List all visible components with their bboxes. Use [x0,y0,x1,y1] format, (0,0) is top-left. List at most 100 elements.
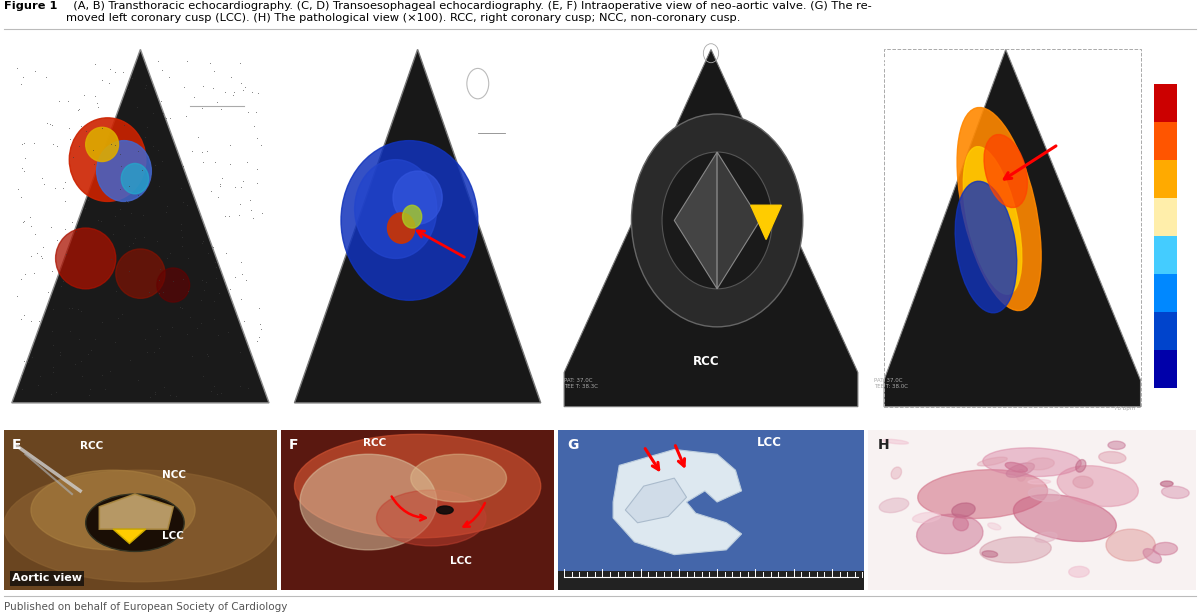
Text: LCC: LCC [742,77,767,90]
Ellipse shape [1016,470,1026,481]
Text: NCC: NCC [162,470,186,480]
Bar [1153,159,1177,197]
Ellipse shape [85,128,119,162]
Ellipse shape [980,537,1051,563]
Ellipse shape [1034,532,1057,543]
Ellipse shape [294,435,541,538]
Ellipse shape [964,147,1022,294]
Text: PAT: 37.0C
TEE T: 38.0C: PAT: 37.0C TEE T: 38.0C [874,378,908,389]
Text: Figure 1: Figure 1 [4,1,56,11]
Ellipse shape [984,134,1027,208]
Polygon shape [113,529,146,544]
Ellipse shape [388,213,415,243]
Ellipse shape [988,523,1001,530]
Text: NCC: NCC [601,172,629,185]
Text: 43
-43: 43 -43 [1180,66,1187,77]
Text: B: B [289,57,300,71]
Ellipse shape [1073,476,1093,488]
Text: A: A [12,57,23,71]
Text: G: G [568,438,578,452]
Ellipse shape [1028,488,1060,501]
Text: RCC: RCC [80,441,103,451]
Ellipse shape [1057,466,1139,506]
Ellipse shape [982,550,997,557]
Bar [1153,349,1177,387]
Ellipse shape [1007,463,1034,478]
Ellipse shape [952,503,976,517]
Text: H: H [877,438,889,452]
Ellipse shape [912,512,941,523]
Ellipse shape [410,454,506,502]
Ellipse shape [1106,529,1156,561]
Ellipse shape [880,498,908,512]
Polygon shape [751,205,781,240]
Ellipse shape [892,467,901,479]
Ellipse shape [97,140,151,202]
Ellipse shape [977,457,1007,466]
Text: LCC: LCC [450,556,473,566]
Ellipse shape [341,140,478,300]
Ellipse shape [377,490,486,546]
Polygon shape [625,478,686,523]
Polygon shape [564,50,858,406]
Ellipse shape [1069,566,1090,577]
Ellipse shape [1028,479,1050,484]
Ellipse shape [983,448,1081,476]
Circle shape [662,152,773,289]
Text: Published on behalf of European Society of Cardiology: Published on behalf of European Society … [4,602,287,612]
Bar [1153,311,1177,349]
Text: PAT: 37.0C
TEE T: 38.3C: PAT: 37.0C TEE T: 38.3C [564,378,598,389]
Ellipse shape [300,454,437,550]
Ellipse shape [121,164,149,194]
Polygon shape [613,449,742,555]
Ellipse shape [392,171,443,224]
Text: F: F [289,438,299,452]
Ellipse shape [918,470,1048,519]
Ellipse shape [115,249,166,299]
Ellipse shape [917,514,983,554]
Ellipse shape [70,118,146,202]
Ellipse shape [1006,462,1027,472]
Ellipse shape [55,228,115,289]
Ellipse shape [4,470,277,582]
Ellipse shape [883,440,908,444]
Ellipse shape [355,159,437,259]
Text: RCC: RCC [362,438,386,448]
Bar [884,50,1140,406]
Bar [1153,273,1177,311]
Circle shape [631,114,803,327]
Bar [1153,83,1177,121]
Ellipse shape [157,268,190,302]
Polygon shape [884,50,1140,406]
Bar [1153,197,1177,235]
Text: E: E [12,438,22,452]
Ellipse shape [1162,486,1189,498]
Text: RCC: RCC [692,355,719,368]
Text: (A, B) Transthoracic echocardiography. (C, D) Transoesophageal echocardiography.: (A, B) Transthoracic echocardiography. (… [66,1,871,23]
Ellipse shape [953,517,968,531]
Ellipse shape [1160,481,1174,487]
Polygon shape [12,50,269,403]
Circle shape [85,494,184,552]
Text: Aortic view: Aortic view [12,573,82,584]
Ellipse shape [1026,458,1055,470]
Polygon shape [674,152,718,289]
Text: C: C [568,57,577,71]
Ellipse shape [958,107,1042,311]
Ellipse shape [955,181,1016,313]
Text: D: D [877,57,889,71]
Bar [1153,121,1177,159]
Ellipse shape [1144,549,1162,563]
Text: LCC: LCC [757,436,782,449]
Ellipse shape [402,205,421,228]
Bar [1153,235,1177,273]
Ellipse shape [1013,495,1116,541]
Ellipse shape [437,506,454,514]
Ellipse shape [1099,452,1126,463]
Text: 78 bpm: 78 bpm [1115,406,1135,411]
Ellipse shape [1108,441,1126,449]
Ellipse shape [1153,543,1177,555]
Polygon shape [100,494,173,529]
Ellipse shape [1075,460,1086,472]
Polygon shape [718,152,760,289]
